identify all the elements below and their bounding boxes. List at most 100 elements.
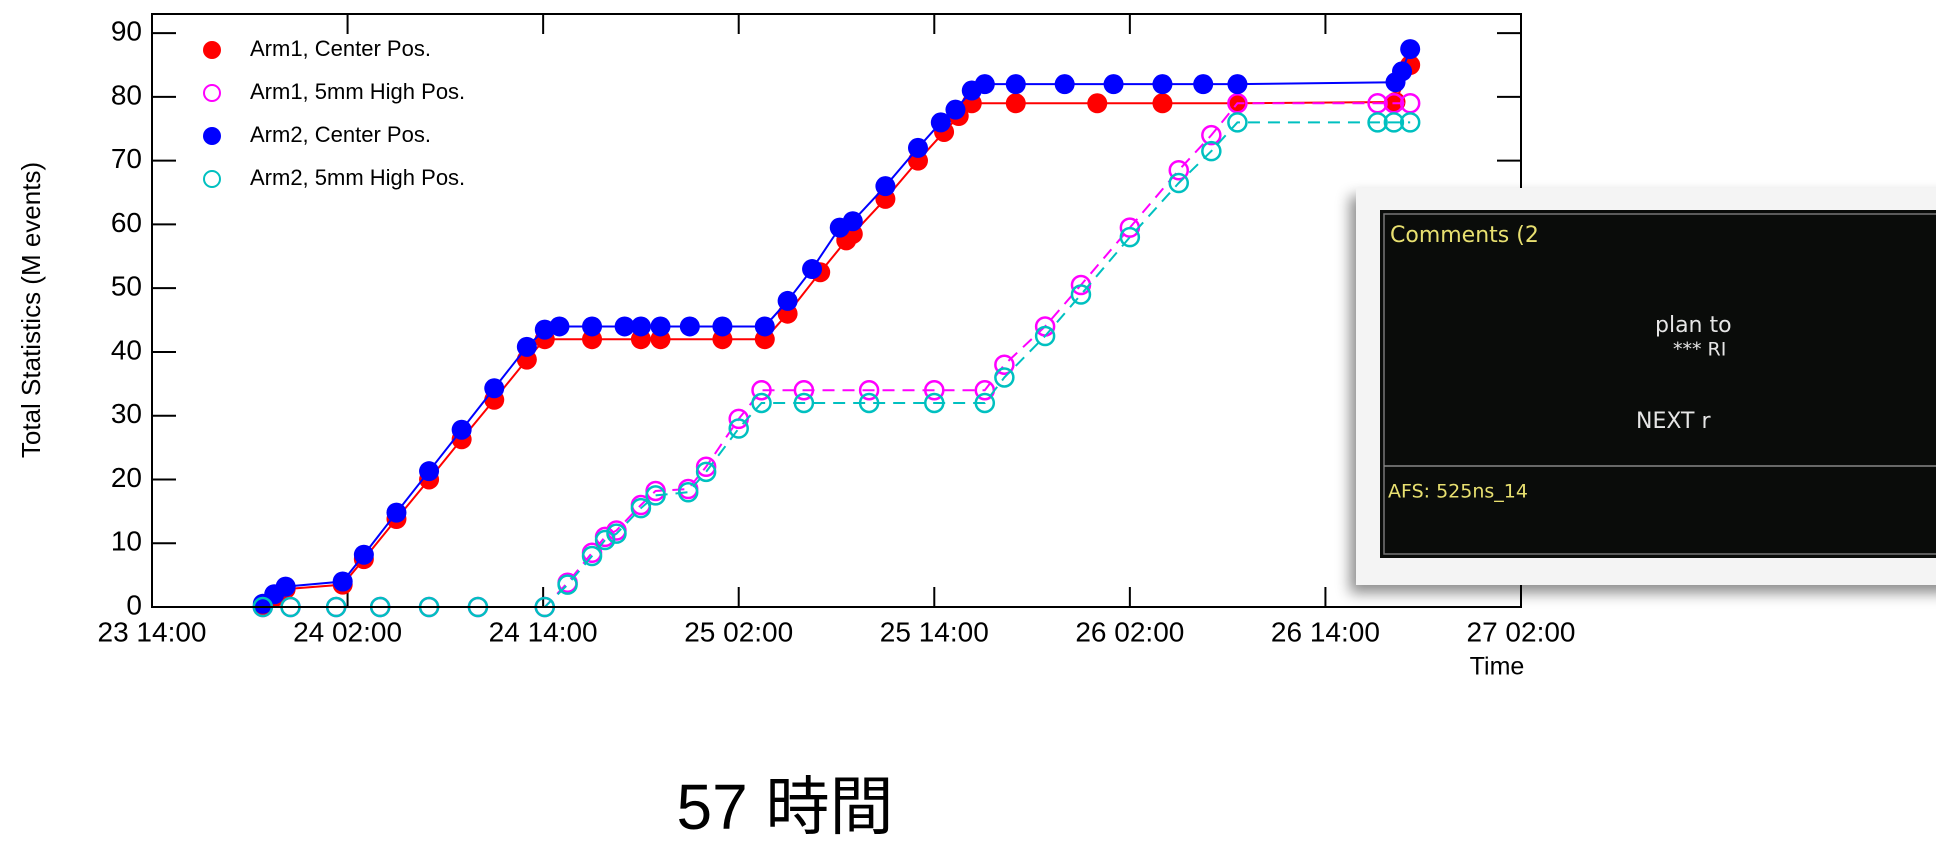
plot-area: 0 10 20 30 40 50 60 70 80 90 23 14:00 24 02:00 24 14… (98, 13, 1576, 647)
marker (419, 461, 440, 482)
legend-marker (203, 127, 221, 145)
x-tick-label: 25 02:00 (684, 616, 793, 647)
caption: 57 時間 (677, 771, 894, 841)
marker (1054, 74, 1075, 95)
marker (1168, 172, 1189, 194)
marker (924, 379, 945, 401)
y-axis-title: Total Statistics (M events) (16, 162, 46, 458)
marker (1392, 61, 1413, 82)
marker (930, 112, 951, 133)
marker (1227, 112, 1248, 133)
marker (1383, 112, 1405, 133)
legend-label: Arm2, Center Pos. (250, 122, 431, 147)
marker (842, 211, 863, 232)
legend-marker (203, 84, 221, 102)
y-tick-label: 90 (111, 16, 142, 47)
marker (1168, 159, 1189, 181)
marker (751, 379, 772, 401)
marker (777, 290, 798, 311)
y-tick-label: 20 (111, 462, 142, 493)
y-tick-label: 10 (111, 526, 142, 557)
marker (858, 379, 880, 401)
marker (650, 316, 671, 337)
legend-label: Arm2, 5mm High Pos. (250, 165, 465, 190)
marker (793, 379, 815, 401)
marker (275, 576, 296, 597)
y-tick-label: 50 (111, 271, 142, 302)
marker (353, 544, 374, 565)
inset-line: NEXT r (1636, 409, 1711, 434)
inset-line: *** RI (1673, 339, 1726, 361)
y-tick-label: 80 (111, 79, 142, 110)
marker (695, 461, 717, 483)
marker (679, 316, 700, 337)
marker (728, 418, 749, 439)
marker (754, 316, 775, 337)
marker (386, 502, 407, 523)
x-tick-label: 26 02:00 (1075, 616, 1184, 647)
y-tick-label: 0 (126, 589, 142, 620)
marker (516, 336, 537, 357)
marker (695, 456, 717, 477)
marker (594, 529, 616, 551)
inset-border (1383, 213, 1936, 555)
marker (1005, 93, 1026, 114)
marker (1034, 325, 1056, 347)
inset-header: Comments (2 (1390, 223, 1539, 248)
x-tick-label: 26 14:00 (1271, 616, 1380, 647)
y-tick-label: 70 (111, 143, 142, 174)
marker (1152, 74, 1173, 95)
marker (994, 354, 1015, 375)
marker (1400, 39, 1421, 60)
y-tick-label: 40 (111, 334, 142, 365)
y-tick-label: 30 (111, 398, 142, 429)
x-tick-label: 25 14:00 (880, 616, 989, 647)
marker (549, 316, 570, 337)
marker (1005, 74, 1026, 95)
legend-marker (203, 170, 221, 188)
marker (994, 367, 1015, 388)
legend-marker (203, 41, 221, 59)
marker (751, 392, 772, 414)
marker (630, 497, 652, 519)
marker (1367, 112, 1388, 133)
marker (924, 392, 945, 414)
marker (484, 378, 505, 399)
marker (1193, 74, 1214, 95)
marker (1201, 140, 1222, 162)
x-tick-label: 23 14:00 (98, 616, 207, 647)
marker (645, 485, 666, 506)
marker (1227, 74, 1248, 95)
marker (712, 316, 733, 337)
marker (332, 571, 353, 592)
marker (451, 419, 472, 440)
inset-line: plan to (1655, 313, 1732, 338)
legend-label: Arm1, 5mm High Pos. (250, 79, 465, 104)
series-line (262, 64, 1412, 608)
marker (875, 176, 896, 197)
x-axis-title: Time (1470, 653, 1525, 681)
marker (974, 392, 996, 414)
marker (1399, 112, 1421, 133)
inset-photo: Comments (2 plan to *** RI NEXT r AFS: 5… (1356, 188, 1936, 585)
marker (1119, 226, 1141, 248)
marker (1087, 93, 1108, 114)
marker (581, 545, 603, 567)
marker (677, 481, 699, 503)
x-tick-label: 24 02:00 (293, 616, 402, 647)
marker (1103, 74, 1124, 95)
marker (802, 259, 823, 280)
marker (858, 392, 880, 414)
marker (630, 316, 651, 337)
marker (1201, 124, 1222, 146)
marker (974, 74, 995, 95)
legend-label: Arm1, Center Pos. (250, 36, 431, 61)
marker (907, 137, 928, 158)
series-line (262, 121, 1411, 608)
marker (606, 523, 627, 544)
y-tick-label: 60 (111, 207, 142, 238)
marker (614, 316, 635, 337)
inset-footer: AFS: 525ns_14 (1388, 481, 1528, 503)
marker (582, 316, 603, 337)
